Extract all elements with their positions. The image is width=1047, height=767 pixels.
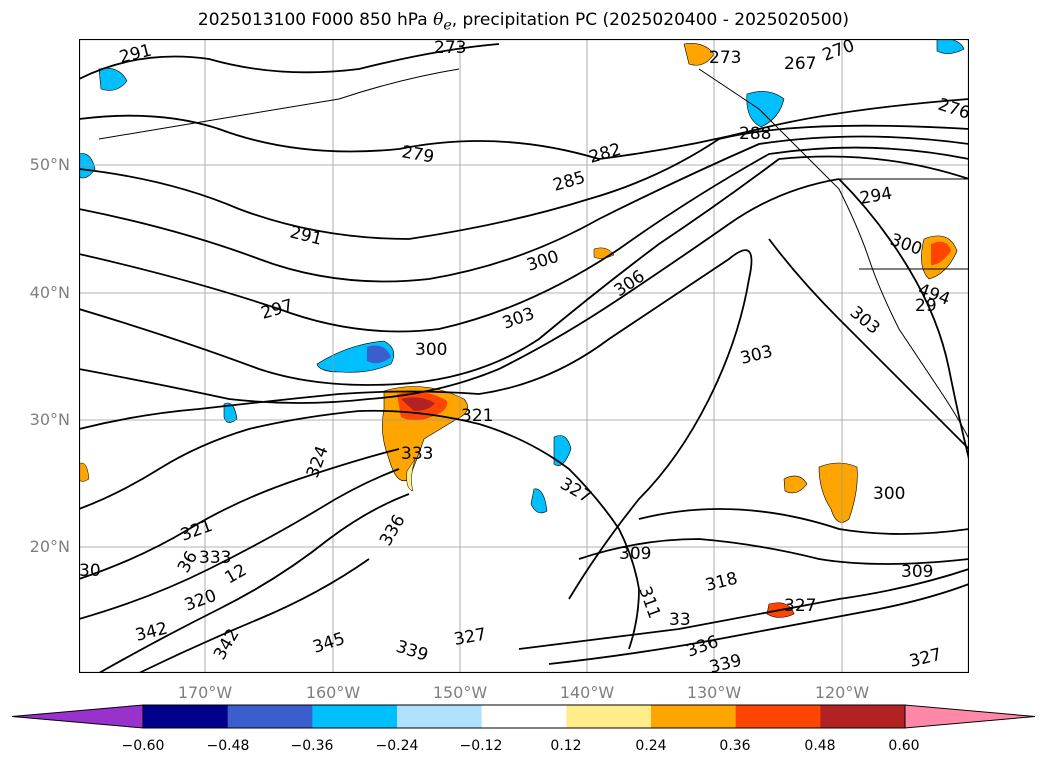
colorbar-segment [312,705,398,728]
contour-label: 300 [873,484,905,504]
lon-label-160w: 160°W [305,683,361,702]
map-plot-area: 291 273 273 267 270 276 288 279 282 285 … [79,39,969,673]
colorbar-segment [143,705,229,728]
lat-label-20n: 20°N [29,537,70,556]
contour-label: 267 [784,54,816,74]
colorbar-tick: −0.36 [290,738,334,754]
contour-label: 33 [669,610,691,630]
colorbar-tick: −0.12 [459,738,503,754]
lon-label-140w: 140°W [559,683,615,702]
colorbar-segment [481,705,567,728]
colorbar-segment [566,705,652,728]
colorbar-segment [820,705,906,728]
colorbar-segment [397,705,483,728]
graticule [79,39,969,673]
contour-label: 333 [199,548,231,568]
contour-label: 273 [434,39,466,58]
colorbar-extend-max [904,704,1036,729]
colorbar-extend-min [11,704,144,729]
contour-label: 333 [401,444,433,464]
contour-label: 339 [707,651,743,673]
lat-label-50n: 50°N [29,155,70,174]
colorbar-tick: 0.48 [804,738,836,754]
contour-label: 273 [709,48,741,68]
colorbar-tick: 0.60 [888,738,920,754]
lat-label-40n: 40°N [29,283,70,302]
contour-label: 30 [79,561,101,581]
lon-label-170w: 170°W [177,683,233,702]
precip-shading [79,39,965,618]
contour-label: 300 [415,340,447,360]
lon-label-120w: 120°W [814,683,870,702]
contour-label: 29 [915,296,937,316]
colorbar-segment [651,705,737,728]
colorbar-tick: 0.36 [719,738,751,754]
contour-label: 288 [739,124,771,144]
colorbar-tick: 0.12 [550,738,582,754]
contour-label: 327 [784,596,816,616]
map-title: 2025013100 F000 850 hPa θe, precipitatio… [197,10,850,34]
colorbar-segment [227,705,313,728]
colorbar-tick: −0.60 [121,738,165,754]
theta-e-contours [79,43,969,673]
lon-label-150w: 150°W [432,683,488,702]
contour-label: 321 [461,406,493,426]
lat-label-30n: 30°N [29,410,70,429]
contour-label: 309 [901,562,933,582]
colorbar-tick: 0.24 [635,738,667,754]
colorbar-tick: −0.24 [375,738,419,754]
contour-label: 309 [619,544,651,564]
colorbar-segment [735,705,821,728]
colorbar-tick: −0.48 [206,738,250,754]
colorbar [11,704,1036,729]
lon-label-130w: 130°W [686,683,742,702]
coastlines [98,68,969,440]
